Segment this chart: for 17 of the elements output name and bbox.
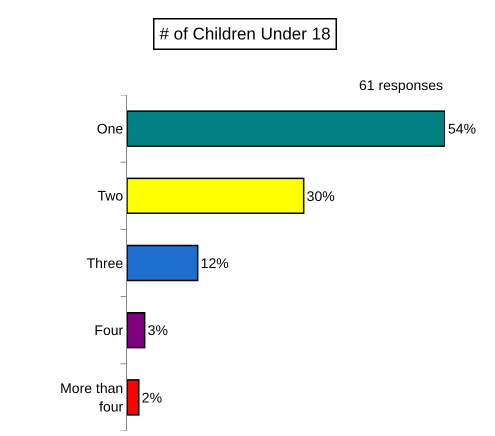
data-label: 2% [142, 389, 162, 406]
chart-title: # of Children Under 18 [160, 24, 331, 44]
bar [127, 312, 146, 348]
bar [127, 178, 304, 214]
bar [127, 110, 445, 147]
bar [127, 244, 198, 282]
text: 61 responses [359, 77, 444, 93]
data-label: 30% [306, 188, 335, 204]
y-tick-label: Four [94, 322, 124, 338]
y-tick-label: More than four [60, 380, 124, 414]
y-tick-label: One [96, 120, 124, 136]
data-label: 3% [148, 322, 168, 338]
bar [127, 379, 140, 416]
y-tick-label: Three [86, 254, 124, 271]
y-tick-label: Two [98, 188, 124, 204]
data-label: 12% [200, 255, 229, 271]
data-label: 54% [448, 120, 476, 137]
